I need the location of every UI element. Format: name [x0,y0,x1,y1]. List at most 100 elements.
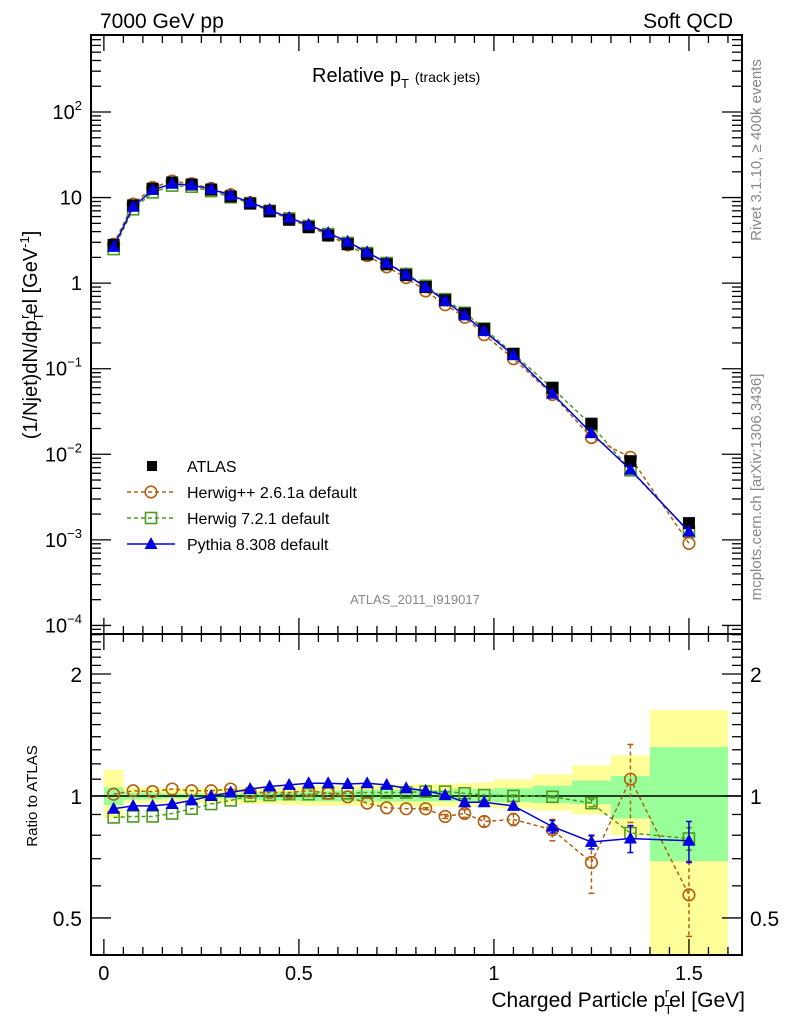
ratio-point [146,810,159,823]
inner-band-bin [571,780,611,805]
ratio-point [341,777,355,790]
ratio-point [360,796,374,810]
ratio-series-pythia-8-308-default [107,776,696,864]
data-point [419,280,433,293]
legend-entry: Pythia 8.308 default [127,537,329,554]
x-tick-label: 0.5 [285,963,313,985]
rivet-label: Rivet 3.1.10, ≥ 400k events [748,59,765,241]
ratio-point [185,793,199,806]
data-point [360,245,374,258]
data-point [584,426,598,439]
ratio-point [682,833,696,846]
data-point [185,178,199,191]
ratio-y-axis-label: Ratio to ATLAS [24,745,41,846]
data-point [380,255,394,268]
data-point [302,217,316,230]
ratio-point [380,801,394,815]
ratio-plot-frame [90,633,743,956]
ratio-series-herwig-2-6-1a-default [107,743,696,938]
legend-marker [147,461,157,471]
legend-entry: Herwig++ 2.6.1a default [127,485,357,502]
ratio-point [545,819,559,832]
ratio-point [146,798,160,811]
ratio-point [126,798,140,811]
x-axis-label: Charged Particle pTrel [GeV] [491,985,745,1017]
ratio-series-line [113,777,690,896]
ratio-point [458,806,472,821]
data-point [165,176,179,189]
ratio-y-tick-label-right: 1 [750,786,762,809]
ratio-y-tick-label-left: 2 [70,664,82,687]
data-point [438,293,452,306]
ratio-point [419,783,433,796]
title-extra: (track jets) [415,69,480,85]
data-point [458,308,472,321]
legend-marker [144,537,158,549]
main-series-pythia-8-308-default [107,176,696,537]
data-point [477,324,491,337]
legend-label: Herwig 7.2.1 default [187,511,330,528]
legend-entry: ATLAS [147,459,237,476]
main-y-axis-label: (1/Njet)dN/dpTrel [GeV-1] [17,231,46,440]
ratio-point [399,781,413,794]
data-point [399,267,413,280]
x-tick-label: 0 [98,963,109,985]
data-point [224,188,238,201]
x-tick-label: 1.5 [675,963,703,985]
ratio-point [584,855,599,870]
ratio-point [126,784,140,798]
ratio-point [165,782,179,796]
y-tick-label: 102 [53,98,82,124]
ratio-point [438,788,452,801]
data-point [623,462,637,475]
ratio-uncertainty-bands [103,709,728,955]
ratio-point [282,777,296,790]
ratio-point [506,812,521,827]
ratio-point [380,777,394,790]
data-point [243,195,257,208]
y-tick-label: 10 [60,188,82,210]
plot-title: Relative pT (track jets) [312,65,480,91]
ratio-point [585,796,598,810]
ratio-point [506,798,520,811]
header-left: 7000 GeV pp [100,10,224,33]
ratio-panel: 0.5 0.5 1 1 2 2 0 0.5 1 1.5 Ratio to ATLAS Charg… [24,633,779,1017]
ratio-point [360,776,374,789]
ratio-point [399,802,413,816]
legend-label: Pythia 8.308 default [187,537,329,554]
legend-marker [144,511,158,525]
ratio-point [321,776,335,789]
y-tick-label: 10−4 [45,611,82,637]
title-subscript: T [401,76,409,91]
legend: ATLAS Herwig++ 2.6.1a default Herwig 7.2.1… [127,459,357,554]
data-point [585,417,598,430]
ratio-point [204,788,218,801]
ratio-point [584,834,598,847]
series-line [112,183,690,533]
main-y-tick-labels: 10−4 10−3 10−2 10−1 1 10 102 [45,98,82,637]
legend-label: Herwig++ 2.6.1a default [187,485,357,502]
ratio-y-tick-label-right: 2 [750,664,762,687]
main-series-atlas [107,176,695,530]
y-tick-label: 10−3 [45,526,82,552]
ratio-point [146,784,160,799]
ratio-y-tick-label-left: 1 [70,786,82,809]
inner-band-bin [532,785,572,804]
x-tick-labels: 0 0.5 1 1.5 [98,963,703,985]
ratio-y-tick-label-left: 0.5 [53,908,82,931]
ratio-point [419,802,433,816]
data-point [282,210,296,223]
ratio-point [243,782,257,795]
ratio-point [126,810,140,823]
main-panel: 10−4 10−3 10−2 10−1 1 10 102 Relative pT (track… [17,34,743,637]
data-point [341,234,355,247]
mcplots-label: mcplots.cern.ch [arXiv:1306.3436] [748,374,765,601]
y-axis-label-text: (1/Njet)dN/dpTrel [GeV-1] [17,231,46,440]
ratio-point [107,801,121,814]
data-point [204,181,218,194]
data-point [321,226,335,239]
data-point [682,524,696,537]
ratio-point [438,809,452,824]
y-tick-label: 1 [71,273,82,295]
